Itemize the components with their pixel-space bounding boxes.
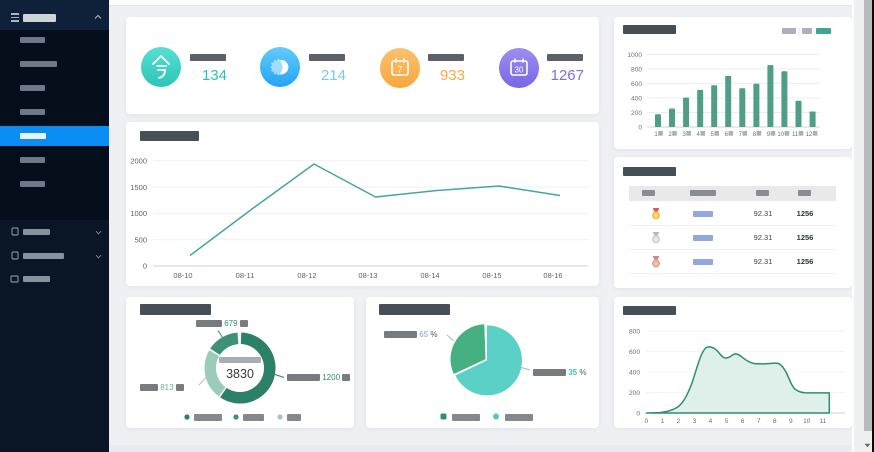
svg-text:600: 600 [629, 349, 640, 356]
svg-text:0: 0 [143, 262, 147, 271]
svg-text:08-11: 08-11 [236, 271, 255, 280]
svg-text:0: 0 [644, 418, 648, 425]
svg-text:9: 9 [789, 418, 793, 425]
svg-text:800: 800 [629, 329, 640, 336]
svg-text:5: 5 [711, 132, 715, 138]
svg-text:8: 8 [753, 132, 757, 138]
svg-text:2: 2 [668, 132, 672, 138]
svg-text:08-14: 08-14 [420, 271, 439, 280]
svg-text:2000: 2000 [130, 157, 147, 166]
svg-text:6: 6 [725, 132, 729, 138]
svg-text:8: 8 [773, 418, 777, 425]
svg-text:200: 200 [631, 110, 642, 117]
svg-text:1000: 1000 [130, 209, 147, 218]
svg-text:600: 600 [631, 81, 642, 88]
svg-text:0: 0 [638, 125, 642, 132]
svg-text:3: 3 [682, 132, 686, 138]
svg-text:08-12: 08-12 [297, 271, 316, 280]
svg-text:1: 1 [654, 132, 658, 138]
svg-text:4: 4 [709, 418, 713, 425]
svg-text:30: 30 [515, 65, 524, 74]
svg-text:08-16: 08-16 [543, 271, 562, 280]
svg-text:1500: 1500 [130, 183, 147, 192]
svg-text:400: 400 [631, 96, 642, 103]
svg-text:1: 1 [661, 418, 665, 425]
svg-text:11: 11 [792, 132, 799, 138]
svg-text:2: 2 [677, 418, 681, 425]
svg-text:08-15: 08-15 [482, 271, 501, 280]
svg-text:9: 9 [767, 132, 771, 138]
svg-text:08-13: 08-13 [358, 271, 377, 280]
svg-text:0: 0 [636, 411, 640, 418]
svg-text:3: 3 [693, 418, 697, 425]
svg-text:10: 10 [803, 418, 811, 425]
svg-text:12: 12 [806, 132, 813, 138]
svg-text:7: 7 [757, 418, 761, 425]
svg-text:1000: 1000 [627, 52, 642, 59]
svg-text:11: 11 [819, 418, 826, 425]
svg-text:4: 4 [697, 132, 701, 138]
svg-text:5: 5 [725, 418, 729, 425]
svg-text:6: 6 [741, 418, 745, 425]
svg-text:500: 500 [134, 235, 147, 244]
svg-text:400: 400 [629, 370, 640, 377]
svg-text:7: 7 [397, 64, 402, 74]
svg-text:10: 10 [777, 132, 784, 138]
svg-text:800: 800 [631, 67, 642, 74]
svg-text:200: 200 [629, 390, 640, 397]
svg-text:7: 7 [739, 132, 743, 138]
svg-text:08-10: 08-10 [173, 271, 192, 280]
